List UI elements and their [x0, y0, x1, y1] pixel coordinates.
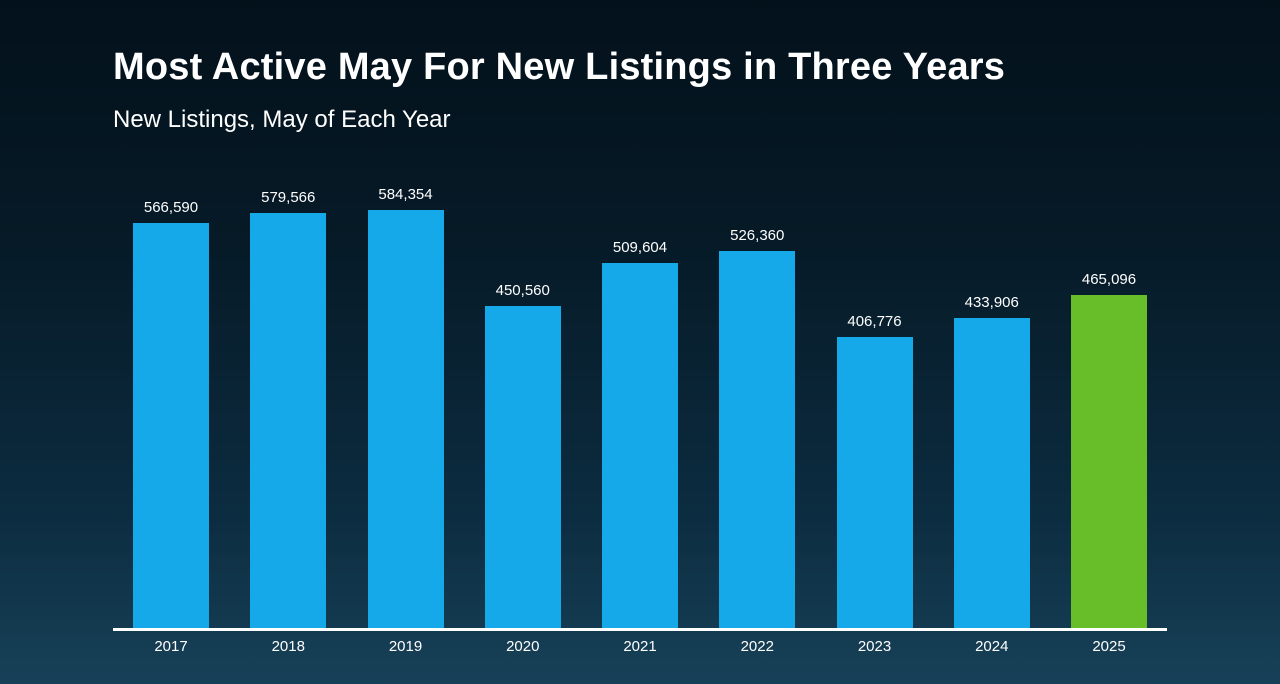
x-axis-label-2022: 2022	[740, 638, 774, 655]
x-axis-label-2024: 2024	[975, 638, 1009, 655]
bar-value-label-2023: 406,776	[847, 313, 902, 330]
x-axis-label-2018: 2018	[271, 638, 305, 655]
bar-value-label-2021: 509,604	[612, 239, 668, 256]
bar-2021	[602, 263, 678, 628]
chart-title: Most Active May For New Listings in Thre…	[113, 46, 1006, 88]
x-axis-labels: 2017 2018 2019 2020 2021 2022 2023 2024 2025	[113, 638, 1167, 655]
chart-subtitle: New Listings, May of Each Year	[113, 106, 451, 133]
bar-2018	[250, 213, 327, 628]
bars-area: 566,590 579,566 584,354 450,560 509,604 526,3…	[113, 186, 1167, 628]
bar-chart: 566,590 579,566 584,354 450,560 509,604 526,3…	[113, 186, 1167, 655]
bar-column-2025: 465,096	[1071, 271, 1147, 628]
bar-column-2021: 509,604	[602, 239, 678, 628]
x-axis-line	[113, 628, 1167, 631]
bar-2023	[836, 337, 913, 628]
x-axis-label-2025: 2025	[1092, 638, 1126, 655]
bar-column-2017: 566,590	[133, 199, 209, 628]
footer-ribbon	[0, 664, 1280, 684]
bar-column-2022: 526,360	[719, 227, 796, 628]
bar-2025	[1071, 295, 1147, 628]
x-axis-label-2020: 2020	[506, 638, 540, 655]
bar-value-label-2024: 433,906	[964, 294, 1019, 311]
x-axis-label-2023: 2023	[857, 638, 892, 655]
bar-column-2020: 450,560	[484, 282, 561, 628]
bar-2022	[719, 251, 796, 628]
bar-2020	[484, 306, 561, 628]
bar-value-label-2022: 526,360	[730, 227, 785, 244]
bar-value-label-2017: 566,590	[143, 199, 199, 216]
bar-2024	[953, 318, 1030, 628]
bar-column-2018: 579,566	[250, 189, 327, 628]
x-axis-label-2017: 2017	[154, 638, 188, 655]
bar-column-2023: 406,776	[836, 313, 913, 628]
x-axis-label-2021: 2021	[623, 638, 657, 655]
bar-2017	[133, 223, 209, 628]
bar-value-label-2025: 465,096	[1081, 271, 1137, 288]
bar-value-label-2018: 579,566	[261, 189, 316, 206]
bar-2019	[367, 210, 444, 628]
x-axis-label-2019: 2019	[388, 638, 423, 655]
bar-value-label-2019: 584,354	[378, 186, 433, 203]
bar-column-2019: 584,354	[367, 186, 444, 628]
bar-value-label-2020: 450,560	[495, 282, 550, 299]
bar-column-2024: 433,906	[953, 294, 1030, 628]
